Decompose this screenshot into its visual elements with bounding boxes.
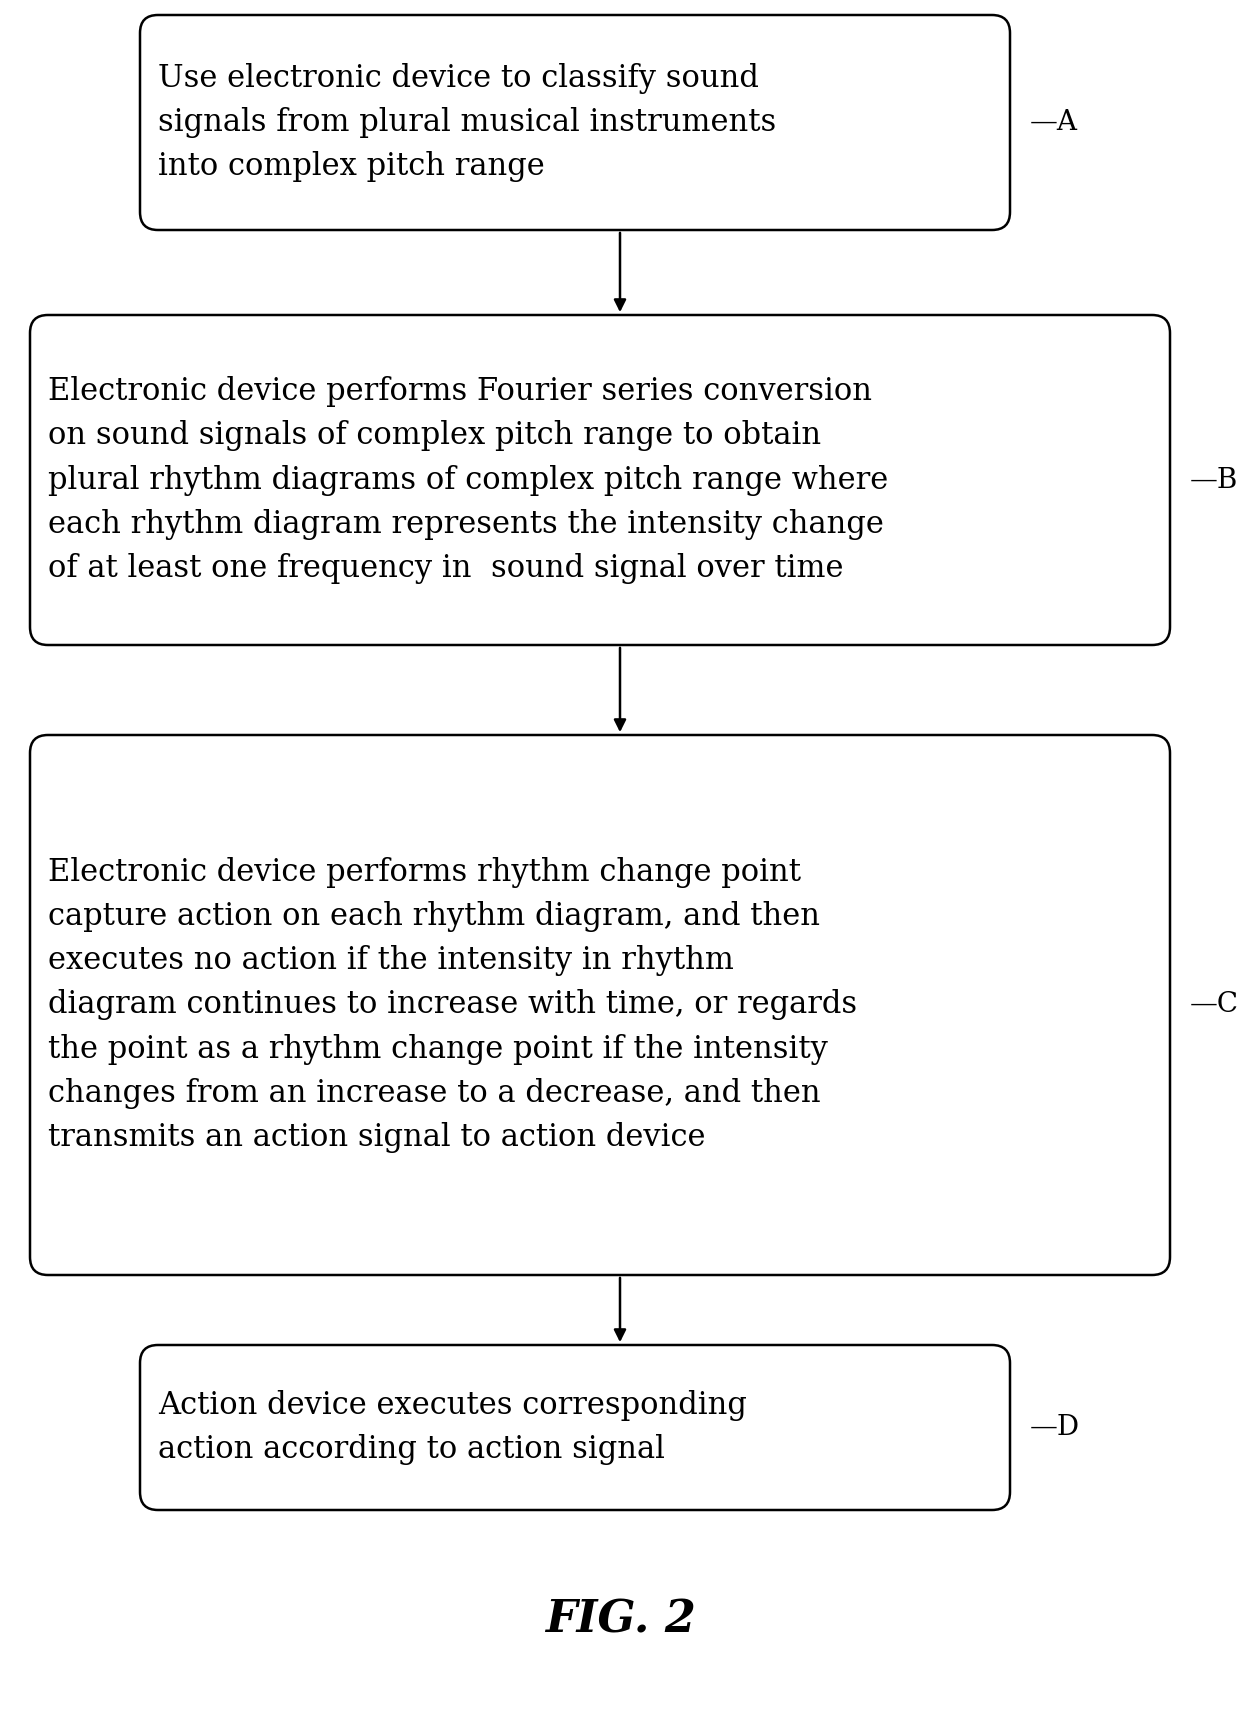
Text: —D: —D [1030, 1413, 1080, 1441]
Text: Electronic device performs Fourier series conversion
on sound signals of complex: Electronic device performs Fourier serie… [48, 376, 888, 584]
Text: Action device executes corresponding
action according to action signal: Action device executes corresponding act… [157, 1391, 746, 1465]
Text: —B: —B [1190, 466, 1239, 494]
Text: Electronic device performs rhythm change point
capture action on each rhythm dia: Electronic device performs rhythm change… [48, 857, 857, 1153]
FancyBboxPatch shape [140, 16, 1011, 231]
FancyBboxPatch shape [30, 316, 1171, 645]
Text: —A: —A [1030, 109, 1078, 135]
Text: —C: —C [1190, 992, 1239, 1018]
Text: Use electronic device to classify sound
signals from plural musical instruments
: Use electronic device to classify sound … [157, 62, 776, 182]
Text: FIG. 2: FIG. 2 [544, 1599, 696, 1642]
FancyBboxPatch shape [30, 735, 1171, 1274]
FancyBboxPatch shape [140, 1346, 1011, 1510]
